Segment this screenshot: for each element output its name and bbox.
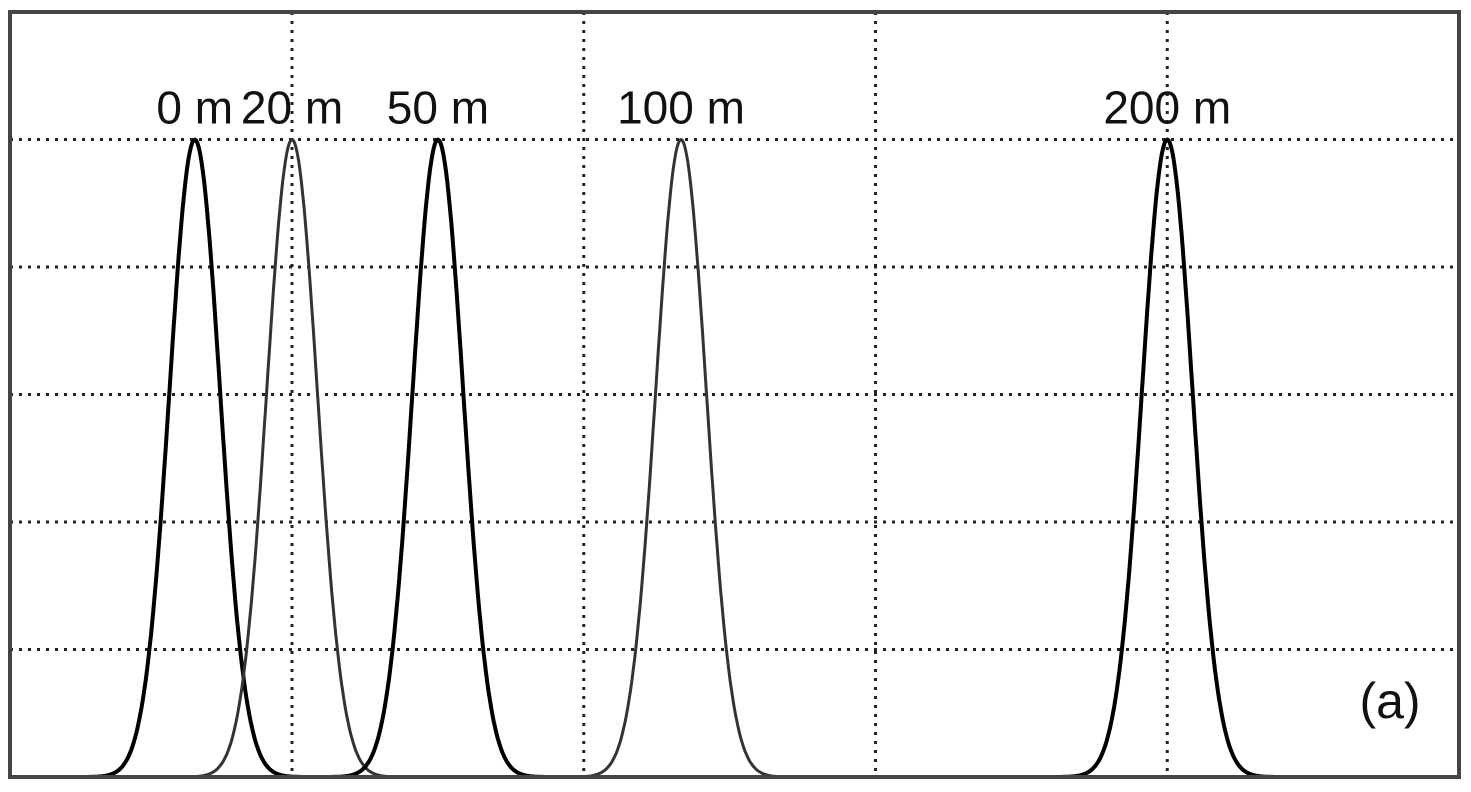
pulse-line-100m: [573, 138, 789, 779]
plot-frame: [8, 10, 1461, 779]
pulse-label-50m: 50 m: [387, 82, 489, 134]
panel-label: (a): [1359, 673, 1420, 729]
pulse-line-20m: [184, 138, 400, 779]
pulse-line-0m: [86, 137, 303, 779]
series-lines: [86, 137, 1276, 779]
pulse-label-100m: 100 m: [617, 82, 745, 134]
pulse-label-20m: 20 m: [241, 82, 343, 134]
pulse-line-50m: [329, 137, 547, 779]
pulse-label-200m: 200 m: [1103, 82, 1231, 134]
series-labels: 0 m 20 m 50 m 100 m 200 m: [156, 82, 1231, 134]
pulse-label-0m: 0 m: [156, 82, 233, 134]
pulse-line-200m: [1059, 137, 1276, 779]
